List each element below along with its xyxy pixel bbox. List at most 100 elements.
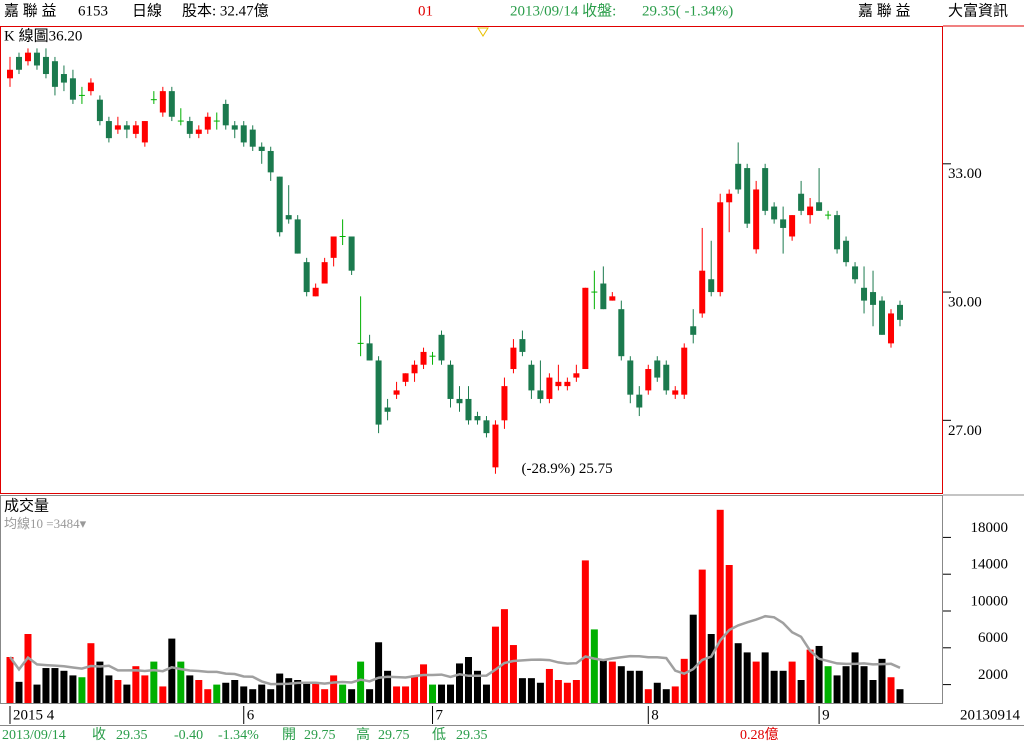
- volume-bar: [662, 689, 670, 703]
- stock-code: 6153: [78, 3, 108, 19]
- volume-bar: [114, 680, 122, 703]
- volume-bar: [770, 670, 778, 703]
- volume-bar: [671, 686, 679, 703]
- candle-body: [609, 296, 616, 301]
- candle-body: [528, 364, 535, 391]
- volume-bar: [204, 689, 212, 703]
- y-tick-label: 10000: [971, 593, 1009, 609]
- volume-bar: [96, 661, 104, 703]
- volume-bar: [581, 560, 589, 703]
- volume-bar: [689, 614, 697, 703]
- volume-bar: [824, 666, 832, 703]
- candle-body: [780, 219, 787, 228]
- volume-bar: [249, 689, 257, 703]
- candle-body: [96, 99, 103, 122]
- candle-body: [258, 146, 265, 151]
- volume-bar: [653, 682, 661, 703]
- volume-bar: [563, 682, 571, 703]
- x-tick-label: 6: [247, 707, 255, 723]
- volume-bar: [734, 643, 742, 703]
- candle-body: [465, 398, 472, 421]
- volume-bar: [608, 661, 616, 703]
- candle-body: [699, 270, 706, 314]
- volume-bar: [509, 645, 517, 703]
- volume-bar: [429, 684, 437, 703]
- x-tick-label: 8: [651, 707, 659, 723]
- candle-body: [843, 240, 850, 263]
- volume-bar: [195, 680, 203, 703]
- volume-bar: [752, 661, 760, 703]
- volume-bar: [464, 657, 472, 703]
- candle-body: [7, 69, 13, 79]
- candle-body: [267, 150, 274, 173]
- stock-name: 嘉 聯 益: [4, 2, 57, 19]
- volume-bar: [482, 684, 490, 703]
- volume-bar: [150, 661, 158, 703]
- volume-bar: [878, 658, 886, 703]
- candle-body: [330, 236, 337, 258]
- candle-body: [87, 82, 94, 92]
- volume-bar: [240, 686, 248, 703]
- candle-body: [276, 176, 283, 233]
- footer-label: 收: [92, 727, 106, 743]
- candle-body: [366, 343, 373, 361]
- volume-bar: [860, 666, 868, 703]
- volume-bar: [159, 686, 167, 703]
- volume-bar: [6, 657, 14, 703]
- volume-bar: [42, 668, 50, 703]
- volume-bar: [635, 670, 643, 703]
- candle-body: [627, 360, 634, 395]
- candle-body: [861, 287, 868, 301]
- capital: 股本: 32.47億: [182, 2, 269, 19]
- stock-name-right: 嘉 聯 益: [858, 2, 911, 19]
- candle-body: [618, 309, 625, 357]
- volume-bar: [294, 680, 302, 703]
- volume-bar: [797, 680, 805, 703]
- volume-bar: [168, 638, 176, 703]
- candle-body: [294, 219, 301, 254]
- y-tick-label: 33.00: [948, 166, 982, 182]
- price-title: K 線圖36.20: [4, 27, 82, 44]
- candle-body: [303, 262, 310, 293]
- ma-label: 均線10 =3484▾: [4, 516, 87, 531]
- x-tick-label: 9: [822, 707, 830, 723]
- volume-bar: [725, 565, 733, 703]
- volume-bar: [402, 686, 410, 703]
- volume-bar: [761, 652, 769, 703]
- candle-body: [690, 326, 697, 335]
- candle-body: [888, 313, 895, 344]
- footer-label: 開: [282, 728, 296, 743]
- candle-body: [222, 103, 229, 126]
- candle-body: [33, 52, 40, 66]
- volume-bar: [743, 652, 751, 703]
- footer-amount: 0.28億: [740, 727, 779, 743]
- volume-bar: [536, 682, 544, 703]
- candle-body: [663, 364, 670, 391]
- volume-bar: [420, 664, 428, 703]
- close-title: 2013/09/14 收盤:: [510, 2, 616, 19]
- volume-bar: [375, 642, 383, 703]
- candle-body: [204, 116, 211, 130]
- volume-bar: [132, 666, 140, 703]
- volume-title: 成交量: [4, 496, 49, 514]
- volume-bar: [276, 673, 284, 703]
- volume-bar: [222, 682, 230, 703]
- period: 日線: [132, 2, 162, 19]
- marker-triangle: [477, 27, 489, 37]
- volume-bar: [545, 668, 553, 703]
- volume-bar: [69, 675, 77, 703]
- volume-bar: [177, 661, 185, 703]
- candle-body: [231, 125, 238, 130]
- candle-body: [24, 52, 31, 62]
- candle-body: [60, 74, 67, 83]
- volume-bar: [887, 677, 895, 703]
- marker-label: 01: [418, 3, 433, 19]
- x-tick-label: 7: [436, 707, 444, 723]
- volume-bar: [231, 680, 239, 703]
- candle-body: [600, 283, 607, 310]
- candle-body: [483, 420, 490, 434]
- volume-bar: [599, 660, 607, 703]
- volume-bar: [447, 684, 455, 703]
